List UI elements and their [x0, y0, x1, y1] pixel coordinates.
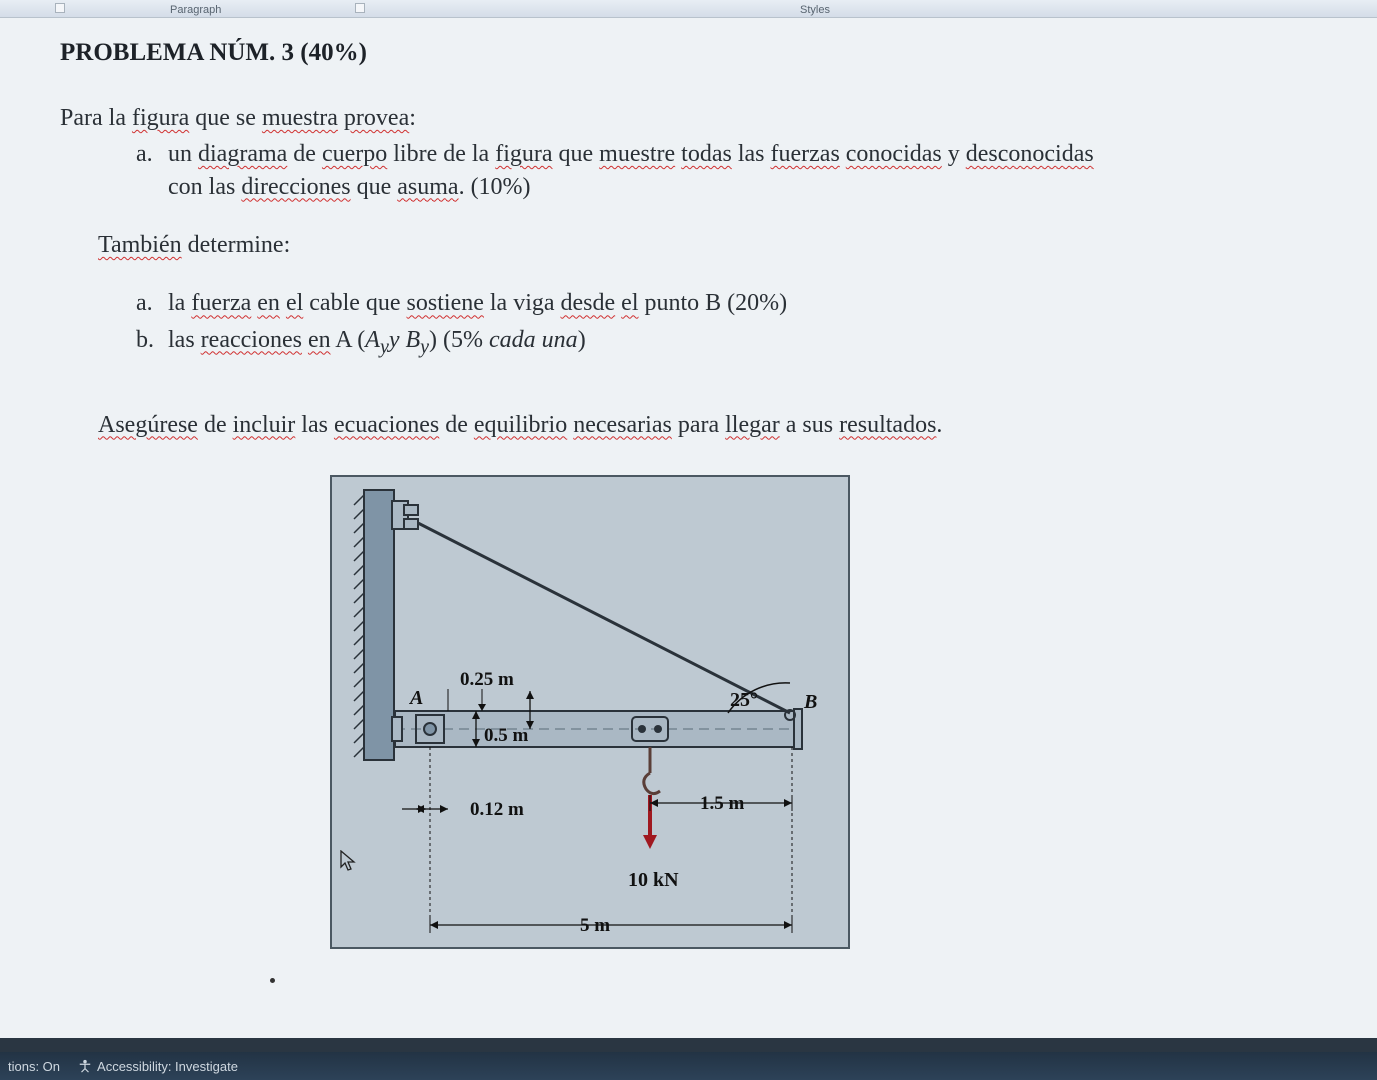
- text: muestre: [599, 141, 675, 167]
- text: ): [578, 327, 586, 353]
- status-bar: tions: On Accessibility: Investigate: [0, 1052, 1377, 1080]
- text: las: [168, 327, 201, 353]
- figure-dim-025: 0.25 m: [460, 667, 514, 693]
- figure-load: 10 kN: [628, 867, 679, 894]
- text: Para la: [60, 105, 132, 131]
- figure-dim-05: 0.5 m: [484, 723, 528, 749]
- text: necesarias: [573, 412, 672, 438]
- figure-label-b: B: [804, 689, 817, 716]
- text: resultados: [839, 412, 936, 438]
- text: en: [257, 290, 280, 316]
- text: determine:: [182, 232, 291, 258]
- figure-label-a: A: [410, 685, 423, 712]
- text: y: [420, 336, 429, 358]
- closing-line: Asegúrese de incluir las ecuaciones de e…: [98, 409, 1317, 441]
- text: a sus: [780, 412, 839, 438]
- status-tions[interactable]: tions: On: [8, 1059, 60, 1074]
- text: También: [98, 232, 182, 258]
- text: desde: [561, 290, 616, 316]
- text: desconocidas: [966, 141, 1094, 167]
- text: cable que: [303, 290, 406, 316]
- list-text: un diagrama de cuerpo libre de la figura…: [168, 138, 1317, 203]
- text: las: [732, 141, 771, 167]
- text: ecuaciones: [334, 412, 439, 438]
- list-text: la fuerza en el cable que sostiene la vi…: [168, 287, 1317, 319]
- text: libre de la: [387, 141, 495, 167]
- ribbon-group-styles: Styles: [800, 4, 830, 16]
- ribbon-fragment: Paragraph Styles: [0, 0, 1377, 18]
- text: y B: [389, 327, 420, 353]
- list-item-a1: a. un diagrama de cuerpo libre de la fig…: [136, 138, 1317, 203]
- text: punto B (20%): [639, 290, 788, 316]
- problem-heading: PROBLEMA NÚM. 3 (40%): [60, 36, 1317, 70]
- text: A: [365, 327, 380, 353]
- also-determine: También determine:: [98, 229, 1317, 261]
- text: que: [351, 174, 398, 200]
- text: reacciones: [201, 327, 302, 353]
- text: un: [168, 141, 198, 167]
- text: provea: [344, 105, 409, 131]
- text: en: [308, 327, 331, 353]
- status-text: Accessibility: Investigate: [97, 1059, 238, 1074]
- document-page: PROBLEMA NÚM. 3 (40%) Para la figura que…: [0, 18, 1377, 1038]
- text: A (: [331, 327, 366, 353]
- text: de: [198, 412, 233, 438]
- text: cuerpo: [322, 141, 387, 167]
- ribbon-group-paragraph: Paragraph: [170, 4, 221, 16]
- accessibility-icon: [78, 1059, 92, 1073]
- text: la: [168, 290, 191, 316]
- text: diagrama: [198, 141, 287, 167]
- figure-svg: [330, 475, 850, 949]
- figure-dim-15: 1.5 m: [700, 791, 744, 817]
- text: y: [942, 141, 966, 167]
- text: asuma: [397, 174, 458, 200]
- text: la viga: [484, 290, 561, 316]
- text: fuerzas: [771, 141, 840, 167]
- text: fuerza: [191, 290, 251, 316]
- figure-dim-012: 0.12 m: [470, 797, 524, 823]
- text: conocidas: [846, 141, 942, 167]
- list-item-b: b. las reacciones en A (Ayy By) (5% cada…: [136, 324, 1317, 361]
- text: para: [672, 412, 725, 438]
- text: incluir: [233, 412, 296, 438]
- list-label: b.: [136, 324, 168, 361]
- text: de: [439, 412, 474, 438]
- text: :: [409, 105, 416, 131]
- figure-angle: 25°: [730, 687, 758, 714]
- text: con las: [168, 174, 241, 200]
- text: figura: [495, 141, 552, 167]
- text: . (10%): [459, 174, 531, 200]
- list-item-a2: a. la fuerza en el cable que sostiene la…: [136, 287, 1317, 319]
- ribbon-launcher-icon[interactable]: [355, 3, 365, 13]
- list-text: las reacciones en A (Ayy By) (5% cada un…: [168, 324, 1317, 361]
- text: las: [295, 412, 334, 438]
- text: que se: [189, 105, 262, 131]
- text: .: [936, 412, 942, 438]
- intro-line: Para la figura que se muestra provea:: [60, 102, 1317, 134]
- cursor-icon: [340, 850, 358, 880]
- text: que: [553, 141, 600, 167]
- problem-figure: A B 25° 0.25 m 0.5 m 0.12 m 1.5 m 5 m 10…: [330, 475, 850, 949]
- text: el: [286, 290, 303, 316]
- text: muestra: [262, 105, 338, 131]
- text: Asegúrese: [98, 412, 198, 438]
- text: direcciones: [241, 174, 350, 200]
- figure-dim-5: 5 m: [580, 913, 610, 939]
- text: cada una: [489, 327, 578, 353]
- text: sostiene: [407, 290, 484, 316]
- text: equilibrio: [474, 412, 567, 438]
- status-accessibility[interactable]: Accessibility: Investigate: [78, 1059, 238, 1074]
- list-label: a.: [136, 287, 168, 319]
- status-text: tions: On: [8, 1059, 60, 1074]
- text: y: [380, 336, 389, 358]
- ribbon-launcher-icon[interactable]: [55, 3, 65, 13]
- text: de: [287, 141, 322, 167]
- text: ) (5%: [429, 327, 489, 353]
- list-label: a.: [136, 138, 168, 203]
- text: figura: [132, 105, 189, 131]
- dust-speck: [270, 978, 275, 983]
- text: llegar: [725, 412, 780, 438]
- text: todas: [681, 141, 732, 167]
- text: el: [621, 290, 638, 316]
